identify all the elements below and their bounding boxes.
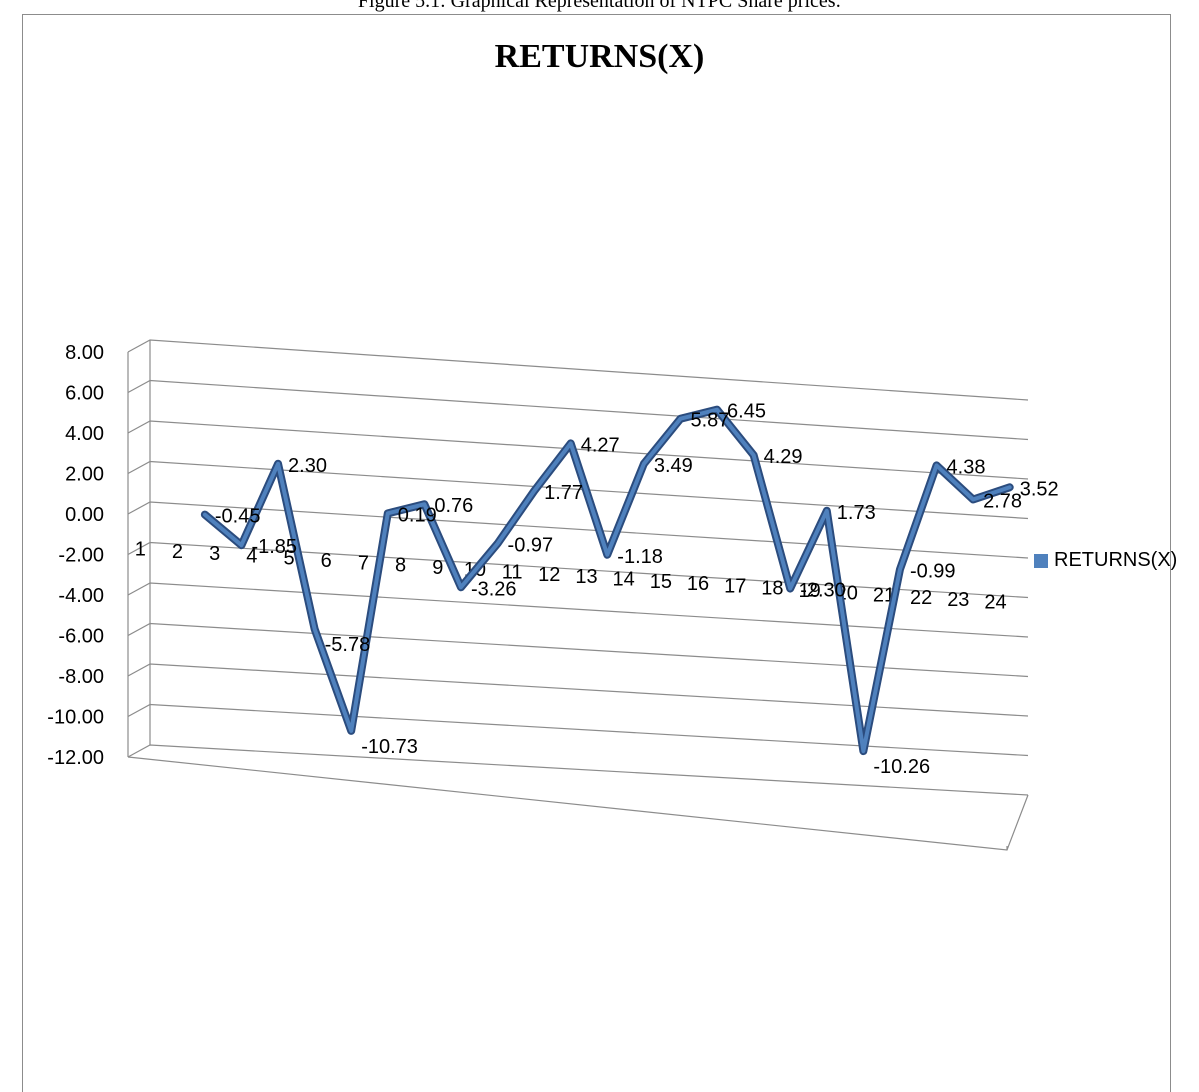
data-label: -0.97 [508,535,554,557]
data-label: -0.45 [215,506,261,528]
data-label: 6.45 [727,401,766,423]
data-label: 1.77 [544,482,583,504]
x-tick-label: 9 [432,557,443,579]
y-tick-label: -10.00 [47,707,104,729]
data-label: -3.26 [471,578,517,600]
legend: RETURNS(X) [1034,549,1177,572]
x-tick-label: 4 [246,545,257,567]
gridlines [127,339,1029,851]
y-tick-label: 6.00 [65,383,104,405]
data-label: 0.19 [398,504,437,526]
x-tick-label: 15 [650,571,672,593]
data-label: -10.73 [361,736,418,758]
chart-title: RETURNS(X) [494,38,705,75]
x-tick-label: 17 [724,575,746,597]
data-label: -2.30 [800,580,846,602]
data-label: -0.99 [910,560,956,582]
y-tick-label: -2.00 [58,545,104,567]
x-tick-label: 2 [172,541,183,563]
data-label: 2.78 [983,491,1022,513]
x-tick-label: 13 [575,566,597,588]
gridline [127,622,1029,678]
y-tick-label: -4.00 [58,585,104,607]
x-tick-label: 1 [135,538,146,560]
data-label: 4.29 [764,446,803,468]
y-tick-label: -6.00 [58,626,104,648]
data-label: 2.30 [288,455,327,477]
chart-frame [22,14,1171,1092]
x-tick-label: 19 [798,580,820,602]
data-labels: -0.45 -1.85 2.30 -5.78 -10.73 0.190.76 -3.26 -0… [215,401,1059,778]
data-label: 4.27 [581,434,620,456]
legend-swatch [1034,553,1048,568]
gridline [127,339,1029,401]
y-tick-label: 2.00 [65,464,104,486]
y-tick-label: -12.00 [47,747,104,769]
data-label: 5.87 [690,410,729,432]
data-label: 3.52 [1020,478,1059,500]
x-tick-label: 3 [209,543,220,565]
data-label: 0.76 [434,495,473,517]
x-tick-label: 5 [283,548,294,570]
y-axis-ticks: 8.00 6.00 4.00 2.00 0.00 -2.00 -4.00 -6.00 -8.00… [47,342,104,769]
x-tick-label: 23 [947,589,969,611]
x-tick-label: 22 [910,587,932,609]
y-tick-label: 8.00 [65,342,104,364]
data-label: -5.78 [325,634,371,656]
y-tick-label: -8.00 [58,666,104,688]
x-tick-label: 18 [761,578,783,600]
gridline [127,703,1029,757]
data-label: -10.26 [873,756,930,778]
x-tick-label: 16 [687,573,709,595]
gridline [127,379,1029,441]
data-label: -1.18 [617,546,663,568]
series-returns [200,405,1014,756]
x-tick-label: 8 [395,555,406,577]
data-label: -1.85 [251,536,297,558]
data-label: 4.38 [947,456,986,478]
legend-label: RETURNS(X) [1054,549,1178,571]
x-tick-label: 11 [502,562,523,584]
figure-caption: Figure 5.1: Graphical Representation of … [357,0,842,12]
data-label: 3.49 [654,455,693,477]
x-tick-label: 14 [613,568,635,590]
y-tick-label: 4.00 [65,423,104,445]
x-tick-label: 12 [538,564,560,586]
gridline [127,663,1029,717]
x-tick-label: 7 [358,552,369,574]
x-tick-label: 6 [321,550,332,572]
y-tick-label: 0.00 [65,504,104,526]
data-label: 1.73 [837,502,876,524]
x-tick-label: 24 [984,592,1006,614]
